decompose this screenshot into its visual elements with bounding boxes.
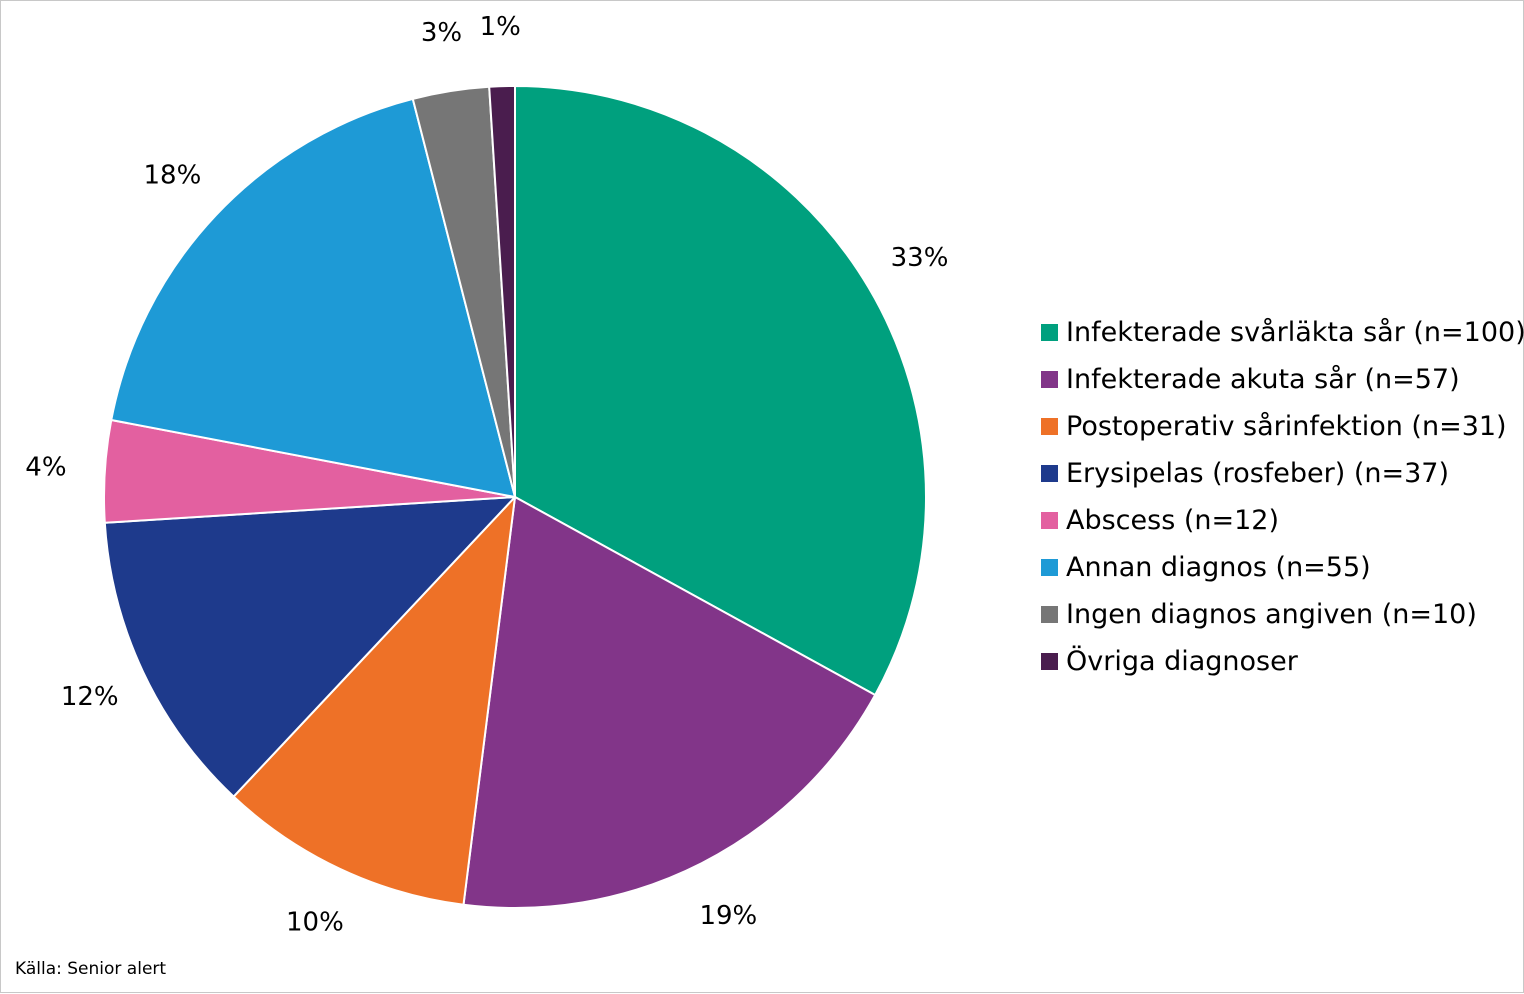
pie-slice-erysipelas-rosfeber-n-37 [103,496,516,798]
legend-label: Infekterade akuta sår (n=57) [1066,364,1460,395]
legend-swatch [1041,512,1058,529]
pie-slice-annan-diagnos-n-55 [110,97,516,498]
slice-label-ovriga-diagnoser: 1% [480,12,521,42]
slice-label-postoperativ-sarinfektion-n-31: 10% [286,907,344,937]
legend-swatch [1041,559,1058,576]
slice-label-annan-diagnos-n-55: 18% [143,160,201,190]
legend-item-annan-diagnos-n-55: Annan diagnos (n=55) [1041,544,1524,591]
pie-chart: 33% 19% 10% 12% 4% 18% 3% 1% [25,12,949,937]
legend-swatch [1041,371,1058,388]
pie-slice-postoperativ-sarinfektion-n-31 [232,496,516,906]
legend-label: Abscess (n=12) [1066,505,1280,536]
slice-label-infekterade-akuta-sar-n-57: 19% [699,901,757,931]
pie-slice-ovriga-diagnoser [488,85,516,498]
slice-label-ingen-diagnos-angiven-n-10: 3% [421,18,462,48]
legend-swatch [1041,324,1058,341]
legend-swatch [1041,606,1058,623]
legend-item-postoperativ-sarinfektion-n-31: Postoperativ sårinfektion (n=31) [1041,403,1524,450]
slice-label-erysipelas-rosfeber-n-37: 12% [61,682,119,712]
legend: Infekterade svårläkta sår (n=100) Infekte… [1041,309,1524,685]
legend-item-infekterade-akuta-sar-n-57: Infekterade akuta sår (n=57) [1041,356,1524,403]
legend-label: Annan diagnos (n=55) [1066,552,1371,583]
legend-item-abscess-n-12: Abscess (n=12) [1041,497,1524,544]
legend-swatch [1041,653,1058,670]
legend-item-ingen-diagnos-angiven-n-10: Ingen diagnos angiven (n=10) [1041,591,1524,638]
legend-label: Postoperativ sårinfektion (n=31) [1066,411,1507,442]
legend-swatch [1041,465,1058,482]
legend-item-erysipelas-rosfeber-n-37: Erysipelas (rosfeber) (n=37) [1041,450,1524,497]
legend-label: Övriga diagnoser [1066,646,1298,677]
legend-label: Ingen diagnos angiven (n=10) [1066,599,1477,630]
source-note: Källa: Senior alert [15,959,167,979]
slice-label-infekterade-svarlakta-sar-n-100: 33% [891,243,949,273]
legend-label: Erysipelas (rosfeber) (n=37) [1066,458,1450,489]
slice-label-abscess-n-12: 4% [25,452,66,482]
legend-label: Infekterade svårläkta sår (n=100) [1066,317,1524,348]
pie-slice-infekterade-akuta-sar-n-57 [462,496,877,909]
legend-item-ovriga-diagnoser: Övriga diagnoser [1041,638,1524,685]
pie-slice-infekterade-svarlakta-sar-n-100 [514,85,927,697]
legend-swatch [1041,418,1058,435]
legend-item-infekterade-svarlakta-sar-n-100: Infekterade svårläkta sår (n=100) [1041,309,1524,356]
